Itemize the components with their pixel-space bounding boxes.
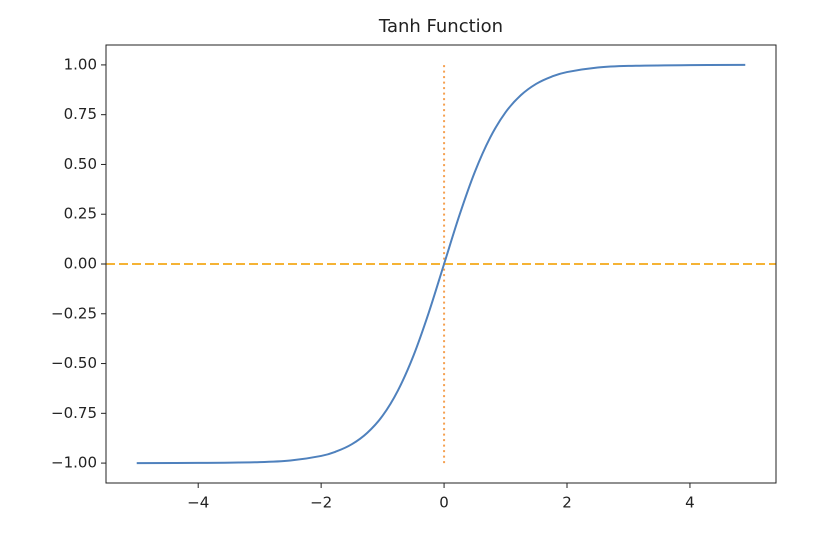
y-tick-label: 1.00 <box>64 55 97 73</box>
y-tick-label: 0.75 <box>64 105 97 123</box>
x-tick-label: 4 <box>685 494 695 512</box>
chart-title: Tanh Function <box>378 16 503 37</box>
y-tick-label: −1.00 <box>51 454 97 472</box>
x-tick-label: 2 <box>562 494 572 512</box>
line-series <box>136 63 746 465</box>
x-tick-label: −4 <box>187 494 209 512</box>
y-tick-label: −0.75 <box>51 404 97 422</box>
plot-frame <box>105 44 777 484</box>
y-tick-label: 0.00 <box>64 255 97 273</box>
y-tick-label: 0.25 <box>64 205 97 223</box>
y-tick-label: 0.50 <box>64 155 97 173</box>
y-tick-label: −0.50 <box>51 354 97 372</box>
x-tick-label: −2 <box>310 494 332 512</box>
x-tick-label: 0 <box>439 494 449 512</box>
y-tick-label: −0.25 <box>51 304 97 322</box>
